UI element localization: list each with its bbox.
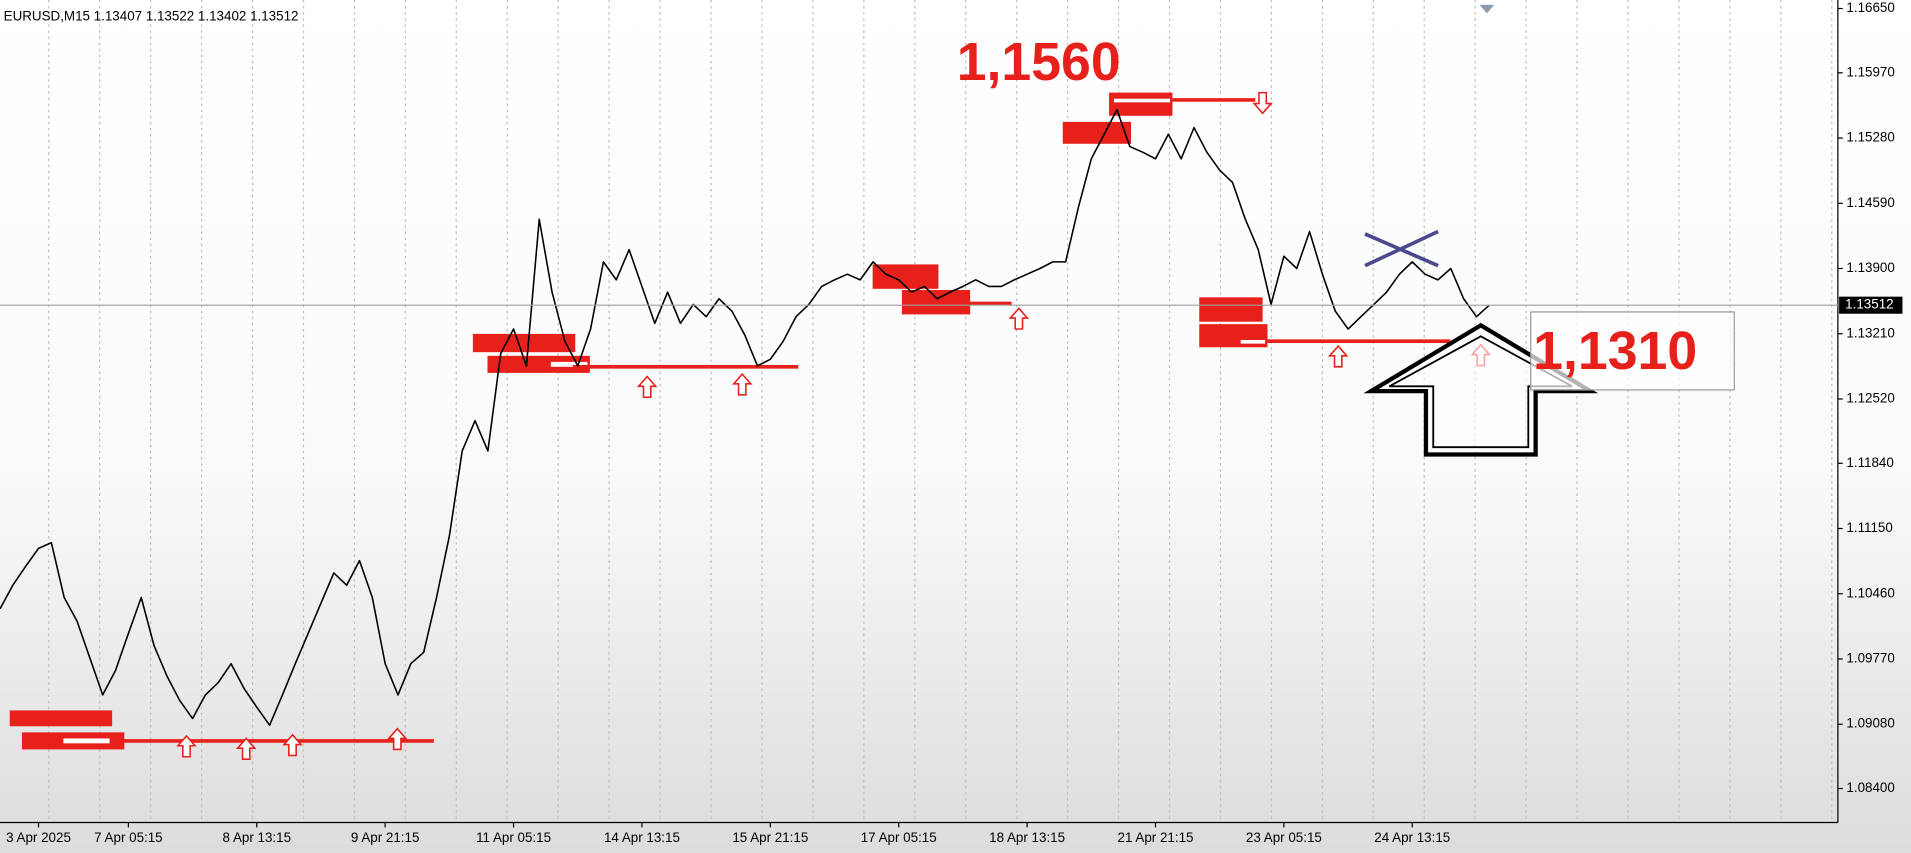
zone [1109, 92, 1173, 116]
up-arrow [1327, 344, 1349, 368]
x-tick-label: 21 Apr 21:15 [1118, 830, 1194, 845]
zone [1199, 324, 1268, 348]
up-arrow [1008, 307, 1030, 330]
x-tick-label: 18 Apr 13:15 [989, 830, 1065, 845]
x-tick-label: 8 Apr 13:15 [223, 830, 292, 845]
y-tick-label: 1.09770 [1846, 651, 1894, 666]
annotation-box [1530, 311, 1735, 391]
up-arrow [235, 737, 257, 760]
x-stroke [1364, 229, 1439, 268]
x-tick-label: 23 Apr 05:15 [1246, 830, 1322, 845]
zone [1062, 121, 1131, 144]
y-tick-label: 1.08400 [1846, 780, 1894, 795]
zone [872, 264, 939, 289]
down-arrow [1252, 91, 1273, 115]
up-arrow [282, 733, 303, 757]
y-tick-label: 1.11150 [1846, 520, 1892, 535]
x-mark [1364, 229, 1439, 268]
x-tick-label: 7 Apr 05:15 [94, 830, 163, 845]
x-tick-label: 11 Apr 05:15 [476, 830, 551, 845]
x-tick-label: 17 Apr 05:15 [861, 830, 937, 845]
price-line [0, 108, 1490, 726]
annotation: 1,1310 [1533, 321, 1697, 381]
y-tick-label: 1.16650 [1846, 0, 1894, 15]
price-label: 1.13512 [1845, 297, 1893, 312]
price-label-bg [1839, 296, 1903, 314]
y-tick-label: 1.15280 [1846, 130, 1894, 145]
zone-gap [1113, 98, 1170, 103]
zone-gap [1240, 339, 1266, 344]
zone-gap [63, 738, 110, 744]
y-tick-label: 1.15970 [1846, 64, 1894, 79]
y-tick-label: 1.09080 [1846, 716, 1894, 731]
y-tick-label: 1.13900 [1846, 260, 1894, 275]
x-tick-label: 14 Apr 13:15 [604, 830, 680, 845]
y-tick-label: 1.10460 [1846, 585, 1894, 600]
x-tick-label: 15 Apr 21:15 [732, 830, 808, 845]
zone [9, 710, 113, 727]
zone [1199, 297, 1263, 322]
x-tick-label: 3 Apr 2025 [6, 830, 71, 845]
plot [0, 108, 1838, 726]
y-tick-label: 1.11840 [1846, 455, 1893, 470]
scroll-marker [1479, 4, 1495, 14]
up-arrow [636, 375, 658, 399]
y-tick-label: 1.14590 [1846, 195, 1894, 210]
up-arrow [387, 727, 408, 751]
zone [472, 333, 576, 353]
y-tick-label: 1.13210 [1846, 325, 1894, 340]
zones [9, 92, 1451, 750]
zone [487, 355, 590, 373]
x-tick-label: 9 Apr 21:15 [351, 830, 420, 845]
y-tick-label: 1.12520 [1846, 391, 1894, 406]
up-arrow [731, 372, 753, 396]
zone-gap [550, 361, 588, 367]
chart-title: EURUSD,M15 1.13407 1.13522 1.13402 1.135… [4, 9, 299, 24]
annotation: 1,1560 [957, 32, 1121, 92]
up-arrow [176, 734, 197, 758]
zone [901, 290, 971, 315]
big-arrow [1363, 322, 1599, 457]
x-tick-label: 24 Apr 13:15 [1374, 830, 1450, 845]
